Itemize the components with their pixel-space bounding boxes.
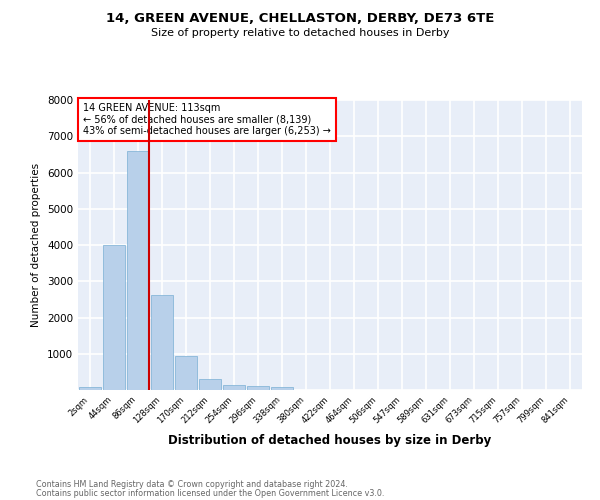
- Bar: [103, 245, 125, 390]
- Text: Contains HM Land Registry data © Crown copyright and database right 2024.: Contains HM Land Registry data © Crown c…: [36, 480, 348, 489]
- Text: 14 GREEN AVENUE: 113sqm
← 56% of detached houses are smaller (8,139)
43% of semi: 14 GREEN AVENUE: 113sqm ← 56% of detache…: [83, 103, 331, 136]
- Bar: [151, 295, 173, 390]
- Bar: [223, 386, 245, 390]
- Y-axis label: Number of detached properties: Number of detached properties: [31, 163, 41, 327]
- Bar: [127, 151, 149, 390]
- X-axis label: Distribution of detached houses by size in Derby: Distribution of detached houses by size …: [169, 434, 491, 446]
- Text: Size of property relative to detached houses in Derby: Size of property relative to detached ho…: [151, 28, 449, 38]
- Bar: [199, 379, 221, 390]
- Text: Contains public sector information licensed under the Open Government Licence v3: Contains public sector information licen…: [36, 488, 385, 498]
- Text: 14, GREEN AVENUE, CHELLASTON, DERBY, DE73 6TE: 14, GREEN AVENUE, CHELLASTON, DERBY, DE7…: [106, 12, 494, 26]
- Bar: [271, 387, 293, 390]
- Bar: [247, 386, 269, 390]
- Bar: [175, 356, 197, 390]
- Bar: [79, 388, 101, 390]
